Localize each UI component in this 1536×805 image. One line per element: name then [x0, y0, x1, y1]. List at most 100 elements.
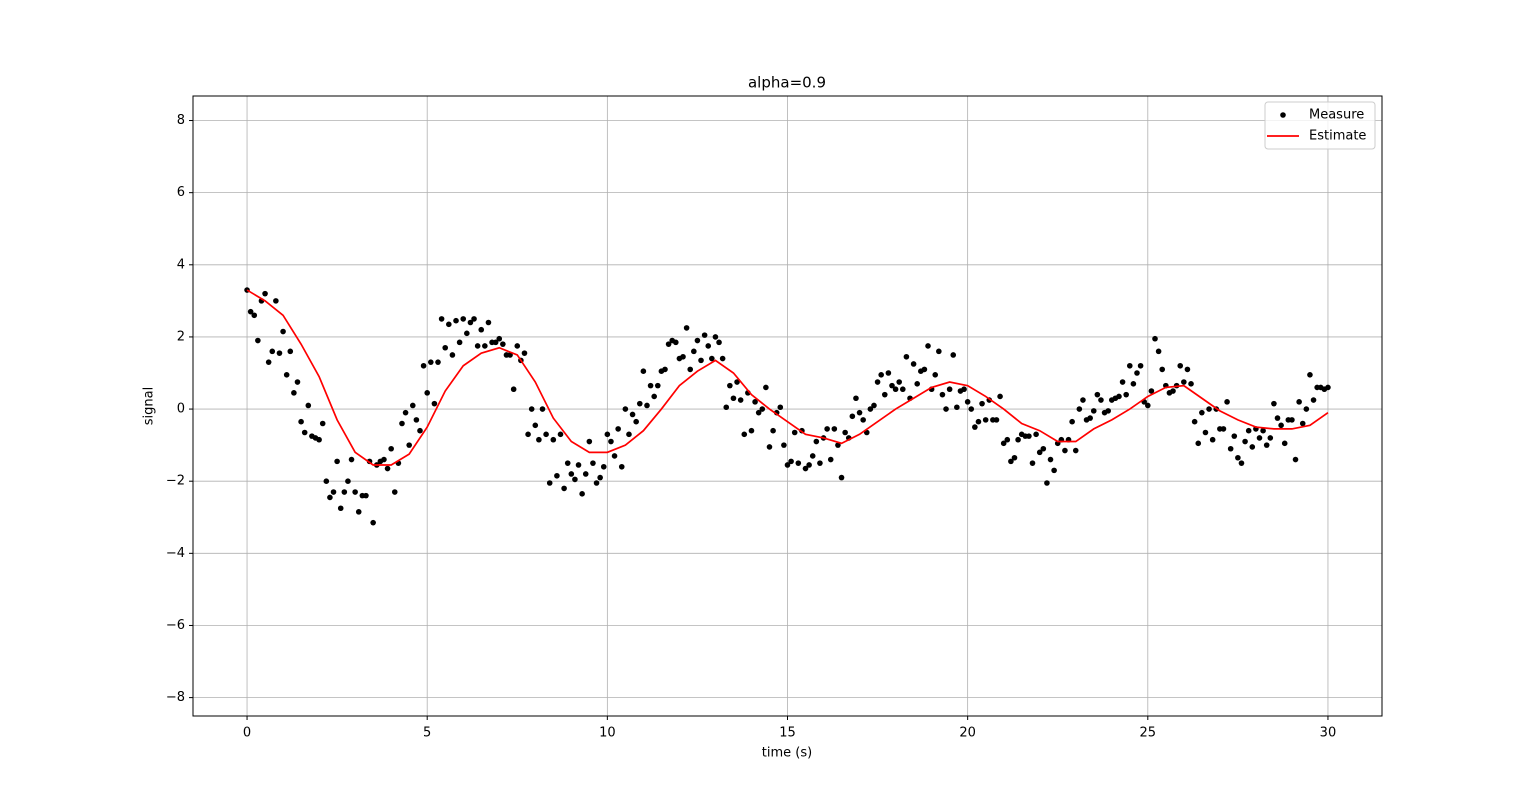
point	[1289, 417, 1295, 423]
point	[939, 391, 946, 398]
point	[536, 436, 542, 443]
point	[265, 359, 272, 365]
point	[294, 379, 301, 385]
point	[936, 348, 942, 355]
x-tick-label: 10	[599, 726, 616, 741]
point	[809, 453, 816, 459]
point	[781, 442, 787, 448]
point	[1044, 480, 1050, 486]
point	[579, 491, 585, 497]
point	[1130, 381, 1137, 387]
point	[892, 386, 899, 393]
point	[1155, 348, 1162, 355]
point	[428, 359, 434, 365]
point	[1238, 460, 1245, 466]
point	[431, 400, 438, 407]
legend-label: Measure	[1309, 108, 1364, 123]
point	[687, 366, 694, 373]
point	[1292, 456, 1299, 463]
point	[1278, 422, 1284, 429]
point	[961, 386, 967, 393]
point	[510, 386, 517, 393]
point	[298, 418, 304, 425]
point	[532, 422, 539, 429]
point	[1206, 406, 1212, 412]
legend-marker	[1280, 112, 1286, 118]
point	[301, 429, 308, 436]
x-axis-label: time (s)	[762, 746, 812, 761]
point	[701, 332, 708, 338]
point	[1281, 440, 1288, 447]
point	[525, 431, 531, 438]
point	[1072, 447, 1079, 454]
point	[269, 348, 276, 355]
point	[464, 330, 470, 337]
point	[651, 393, 657, 400]
point	[633, 418, 639, 425]
point	[838, 474, 845, 481]
y-tick-label: 4	[177, 257, 185, 272]
point	[568, 471, 575, 477]
point	[1249, 444, 1256, 450]
point	[1029, 460, 1036, 466]
point	[806, 462, 812, 468]
point	[1199, 409, 1205, 416]
point	[824, 426, 830, 432]
point	[521, 350, 528, 356]
point	[409, 402, 416, 409]
point	[856, 409, 863, 416]
point	[363, 492, 369, 499]
point	[629, 411, 636, 418]
point	[453, 317, 459, 324]
point	[842, 429, 848, 436]
point	[611, 453, 618, 459]
point	[734, 379, 740, 385]
point	[1004, 436, 1011, 443]
point	[492, 339, 499, 346]
point	[1040, 445, 1047, 452]
point	[784, 462, 791, 468]
point	[979, 400, 985, 407]
point	[485, 319, 492, 326]
point	[467, 319, 474, 326]
point	[1116, 393, 1122, 400]
point	[795, 460, 802, 466]
point	[478, 326, 485, 333]
point	[1303, 406, 1310, 412]
point	[896, 379, 902, 385]
point	[564, 460, 571, 466]
point	[946, 386, 953, 393]
x-tick-label: 25	[1140, 726, 1157, 741]
point	[546, 480, 553, 486]
point	[1181, 379, 1187, 385]
x-tick-label: 20	[959, 726, 976, 741]
point	[381, 456, 387, 463]
point	[878, 372, 884, 378]
point	[827, 456, 834, 463]
point	[1325, 384, 1331, 391]
point	[500, 341, 506, 347]
point	[1134, 370, 1140, 376]
point	[442, 344, 449, 351]
point	[337, 505, 344, 512]
legend-box	[1264, 101, 1376, 150]
point	[1170, 388, 1176, 394]
point	[1191, 418, 1198, 425]
point	[763, 384, 769, 391]
point	[572, 476, 578, 483]
point	[817, 460, 823, 466]
point	[997, 393, 1003, 400]
point	[885, 370, 892, 376]
point	[654, 382, 661, 389]
point	[1026, 433, 1032, 439]
point	[330, 489, 337, 495]
point	[1188, 381, 1194, 387]
y-tick-label: −6	[166, 618, 185, 633]
point	[406, 442, 412, 448]
point	[557, 431, 564, 438]
point	[1263, 442, 1270, 448]
point	[1184, 366, 1191, 373]
point	[968, 406, 975, 412]
point	[586, 438, 593, 445]
point	[1271, 400, 1277, 407]
